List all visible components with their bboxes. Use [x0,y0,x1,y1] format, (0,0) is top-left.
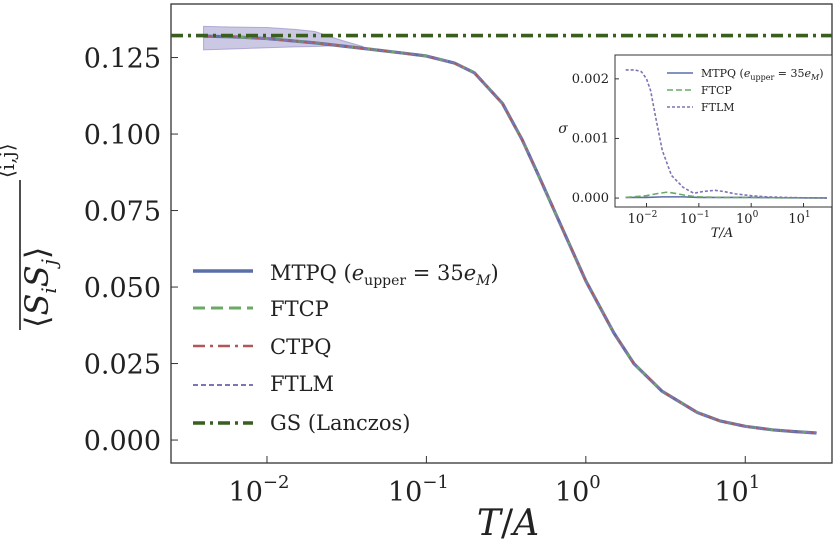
inset-legend-label-ftcp: FTCP [701,84,732,97]
inset-series-group [625,69,827,199]
y-tick-label: 0.001 [572,131,609,146]
inset-frame [614,54,833,208]
y-tick-label: 0.025 [84,350,161,381]
y-tick-label: 0.000 [572,191,609,206]
x-tick-label: 10−2 [628,210,658,227]
main-series-group [171,33,832,435]
inset-legend: MTPQ (eupper = 35eM) FTCP FTLM [667,67,824,114]
legend-label-ftcp: FTCP [270,297,329,321]
inset-plot: 10−2 10−1 100 101 0.000 0.001 0.002 σ T/A MTPQ… [558,54,833,241]
y-tick-label: 0.125 [84,44,161,75]
y-label-formula: ⟨SiSj⟩ [18,247,61,328]
legend-item-gs: GS (Lanczos) [193,411,410,435]
y-tick-label: 0.000 [84,426,161,457]
main-plot-frame [170,3,833,464]
legend-label-ctpq: CTPQ [270,335,331,359]
inset-legend-item-ftlm: FTLM [667,101,735,114]
series-ftlm-line [203,35,817,434]
series-ftlm-line [625,69,827,199]
y-tick-label: 0.050 [84,273,161,304]
y-tick-label: 0.100 [84,120,161,151]
main-axis-ticks: 10−2 10−1 100 101 0.000 0.025 0.050 0.075 0.100 0… [84,44,760,508]
legend-item-ctpq: CTPQ [193,335,331,359]
main-x-axis-label: T/A [477,503,539,544]
main-y-axis-label: ⟨SiSj⟩ ⟨i,j⟩ [0,143,61,330]
x-tick-label: 100 [736,210,759,227]
legend-label-mtpq: MTPQ (eupper = 35eM) [270,261,499,289]
y-label-superscript: ⟨i,j⟩ [0,143,19,178]
x-tick-label: 10−1 [680,210,710,227]
y-tick-label: 0.075 [84,197,161,228]
inset-legend-label-ftlm: FTLM [701,101,735,114]
series-ctpq-line [203,35,817,435]
inset-legend-label-mtpq: MTPQ (eupper = 35eM) [701,67,824,82]
inset-legend-item-mtpq: MTPQ (eupper = 35eM) [667,67,824,82]
inset-x-axis-label: T/A [711,226,733,241]
x-tick-label: 101 [714,472,760,508]
legend-label-gs: GS (Lanczos) [270,411,410,435]
y-tick-label: 0.002 [572,72,609,87]
legend-item-ftcp: FTCP [193,297,329,321]
x-tick-label: 10−2 [229,472,290,508]
inset-legend-item-ftcp: FTCP [667,84,732,97]
x-tick-label: 100 [555,472,601,508]
inset-axis-ticks: 10−2 10−1 100 101 0.000 0.001 0.002 [572,72,811,227]
x-tick-label: 101 [788,210,810,227]
inset-y-axis-label: σ [558,121,568,137]
legend-item-mtpq: MTPQ (eupper = 35eM) [193,261,499,289]
inset-background [615,55,832,207]
legend-item-ftlm: FTLM [193,372,334,396]
x-tick-label: 10−1 [388,472,449,508]
legend-label-ftlm: FTLM [270,372,334,396]
main-legend: MTPQ (eupper = 35eM) FTCP CTPQ FTLM GS (… [193,261,499,435]
